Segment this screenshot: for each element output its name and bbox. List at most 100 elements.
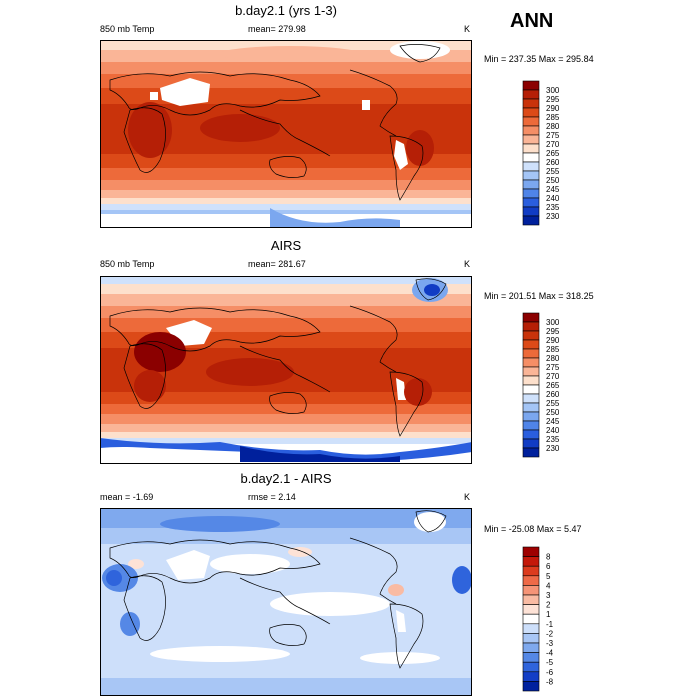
panel-1-minmax-label: Min = 237.35 Max = 295.84 [484, 54, 594, 64]
colorbar-swatch [522, 604, 540, 615]
panel-2-colorbar: 3002952902852802752702652602552502452402… [522, 312, 560, 458]
colorbar-tick-label: 245 [546, 417, 560, 426]
colorbar-swatch [522, 411, 540, 422]
colorbar-tick-label: 300 [546, 318, 560, 327]
colorbar-swatch [522, 89, 540, 100]
colorbar-tick-label: 260 [546, 158, 560, 167]
colorbar-swatch [522, 429, 540, 440]
colorbar-tick-label: 290 [546, 104, 560, 113]
colorbar-tick-label: 3 [546, 591, 551, 600]
colorbar-swatch [522, 188, 540, 199]
colorbar-tick-label: 270 [546, 372, 560, 381]
colorbar-swatch [522, 197, 540, 208]
colorbar-swatch [522, 80, 540, 91]
colorbar-swatch [522, 402, 540, 413]
colorbar-swatch [522, 98, 540, 109]
colorbar-tick-label: 250 [546, 176, 560, 185]
colorbar-tick-label: 280 [546, 122, 560, 131]
panel-2-mean-label: mean= 281.67 [248, 259, 306, 269]
colorbar-swatch [522, 206, 540, 217]
colorbar-swatch [522, 681, 540, 692]
colorbar-swatch [522, 357, 540, 368]
colorbar-swatch [522, 152, 540, 163]
colorbar-tick-label: -6 [546, 668, 554, 677]
colorbar-swatch [522, 420, 540, 431]
colorbar-swatch [522, 375, 540, 386]
colorbar-tick-label: 265 [546, 149, 560, 158]
colorbar-tick-label: 265 [546, 381, 560, 390]
season-title: ANN [510, 10, 554, 32]
colorbar-tick-label: 275 [546, 131, 560, 140]
colorbar-tick-label: 255 [546, 167, 560, 176]
colorbar-swatch [522, 366, 540, 377]
panel-1-map [100, 40, 472, 228]
colorbar-swatch [522, 384, 540, 395]
colorbar-swatch [522, 642, 540, 653]
colorbar-swatch [522, 393, 540, 404]
panel-2-colorbar-swatches [522, 312, 540, 458]
colorbar-tick-label: -3 [546, 639, 554, 648]
colorbar-swatch [522, 143, 540, 154]
colorbar-swatch [522, 179, 540, 190]
panel-2-colorbar-labels: 3002952902852802752702652602552502452402… [546, 318, 560, 453]
colorbar-swatch [522, 330, 540, 341]
colorbar-tick-label: 6 [546, 562, 551, 571]
colorbar-tick-label: -8 [546, 677, 554, 686]
panel-1-units-label: K [464, 24, 471, 34]
colorbar-tick-label: 230 [546, 212, 560, 221]
panel-2-title: AIRS [270, 238, 302, 253]
colorbar-swatch [522, 107, 540, 118]
colorbar-tick-label: 290 [546, 336, 560, 345]
colorbar-swatch [522, 594, 540, 605]
colorbar-tick-label: -2 [546, 629, 554, 638]
colorbar-tick-label: 295 [546, 95, 560, 104]
colorbar-tick-label: 300 [546, 86, 560, 95]
colorbar-tick-label: 235 [546, 435, 560, 444]
colorbar-swatch [522, 134, 540, 145]
colorbar-tick-label: -4 [546, 649, 554, 658]
colorbar-tick-label: 240 [546, 426, 560, 435]
colorbar-tick-label: -1 [546, 620, 554, 629]
colorbar-tick-label: 4 [546, 581, 551, 590]
panel-3-minmax-label: Min = -25.08 Max = 5.47 [484, 524, 582, 534]
colorbar-tick-label: 285 [546, 113, 560, 122]
colorbar-swatch [522, 321, 540, 332]
colorbar-tick-label: 5 [546, 572, 551, 581]
colorbar-swatch [522, 565, 540, 577]
colorbar-swatch [522, 348, 540, 359]
colorbar-tick-label: 285 [546, 345, 560, 354]
panel-3-colorbar-swatches [522, 546, 540, 692]
colorbar-swatch [522, 575, 540, 586]
colorbar-swatch [522, 652, 540, 663]
colorbar-swatch [522, 623, 540, 634]
colorbar-swatch [522, 339, 540, 350]
colorbar-swatch [522, 161, 540, 172]
panel-3-rmse-label: rmse = 2.14 [248, 492, 296, 502]
panel-2-map [100, 276, 472, 464]
colorbar-swatch [522, 556, 540, 567]
panel-3-title: b.day2.1 - AIRS [240, 471, 332, 486]
colorbar-tick-label: -5 [546, 658, 554, 667]
colorbar-tick-label: 230 [546, 444, 560, 453]
colorbar-swatch [522, 585, 540, 596]
colorbar-tick-label: 240 [546, 194, 560, 203]
colorbar-swatch [522, 671, 540, 682]
colorbar-swatch [522, 661, 540, 673]
colorbar-tick-label: 255 [546, 399, 560, 408]
colorbar-swatch [522, 438, 540, 449]
colorbar-tick-label: 270 [546, 140, 560, 149]
colorbar-tick-label: 260 [546, 390, 560, 399]
colorbar-tick-label: 1 [546, 610, 551, 619]
colorbar-tick-label: 295 [546, 327, 560, 336]
colorbar-tick-label: 280 [546, 354, 560, 363]
colorbar-tick-label: 2 [546, 601, 551, 610]
colorbar-tick-label: 275 [546, 363, 560, 372]
colorbar-swatch [522, 215, 540, 226]
colorbar-tick-label: 250 [546, 408, 560, 417]
colorbar-tick-label: 8 [546, 553, 551, 562]
panel-2-variable-label: 850 mb Temp [100, 259, 155, 269]
colorbar-swatch [522, 546, 540, 557]
panel-2-units-label: K [464, 259, 471, 269]
